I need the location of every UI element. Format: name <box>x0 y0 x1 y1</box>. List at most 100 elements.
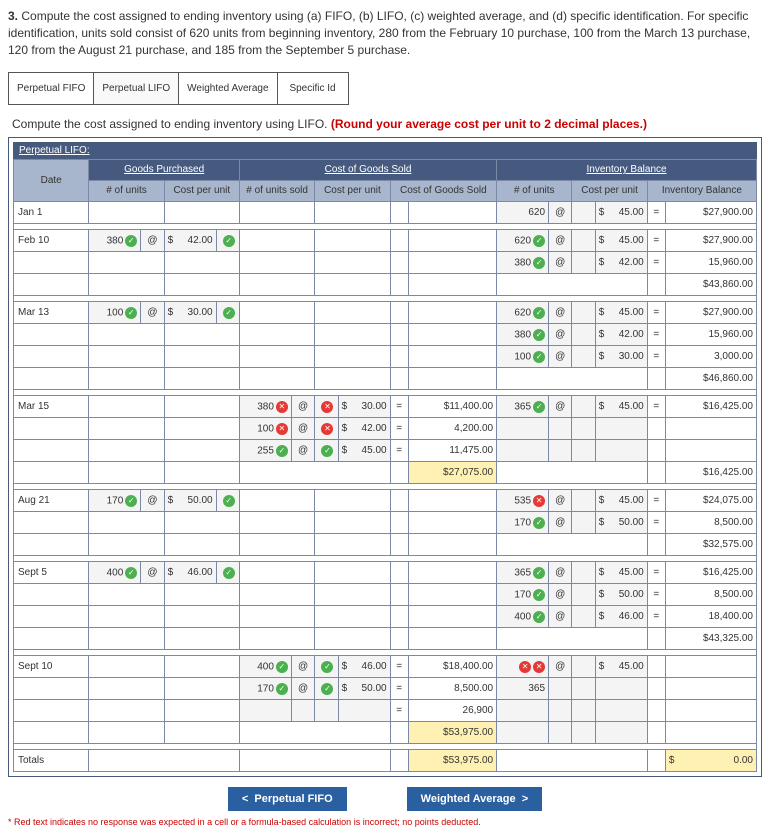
ib-cost[interactable]: $46.00 <box>595 606 647 628</box>
ib-units[interactable]: 620✓ <box>497 302 549 324</box>
ib-cost[interactable]: $45.00 <box>595 490 647 512</box>
cogs-units[interactable]: 380✕ <box>239 396 291 418</box>
at-icon: @ <box>549 324 572 346</box>
table-row: Aug 21170✓ @ $50.00 ✓535✕ @ $45.00 = $24… <box>14 490 757 512</box>
ib-total: 18,400.00 <box>665 606 756 628</box>
cogs-units[interactable] <box>239 700 291 722</box>
error-icon: ✕ <box>533 495 545 507</box>
table-row: 170✓ @ $50.00 = 8,500.00 <box>14 584 757 606</box>
cogs-total: $18,400.00 <box>408 656 496 678</box>
ib-units[interactable]: 170✓ <box>497 512 549 534</box>
table-row: $43,325.00 <box>14 628 757 650</box>
gp-cost[interactable]: $30.00 <box>164 302 216 324</box>
cogs-cost[interactable]: $46.00 <box>338 656 390 678</box>
ib-units[interactable]: 380✓ <box>497 252 549 274</box>
hdr-cogs-total: Cost of Goods Sold <box>390 181 497 202</box>
check-icon: ✓ <box>321 445 333 457</box>
at-icon: @ <box>549 584 572 606</box>
cogs-cost[interactable]: $42.00 <box>338 418 390 440</box>
date-cell: Mar 13 <box>14 302 89 324</box>
gp-cost[interactable]: $42.00 <box>164 230 216 252</box>
ib-total <box>665 700 756 722</box>
gp-units[interactable]: 170✓ <box>89 490 141 512</box>
prev-button[interactable]: < Perpetual FIFO <box>228 787 347 811</box>
ib-cost[interactable]: $45.00 <box>595 230 647 252</box>
ib-cost[interactable]: $30.00 <box>595 346 647 368</box>
hdr-ib-total: Inventory Balance <box>647 181 756 202</box>
ib-units[interactable]: 170✓ <box>497 584 549 606</box>
ib-cost[interactable]: $42.00 <box>595 324 647 346</box>
ib-total: $16,425.00 <box>665 396 756 418</box>
ib-units[interactable] <box>497 700 549 722</box>
cogs-cost[interactable]: $45.00 <box>338 440 390 462</box>
ib-units[interactable]: 535✕ <box>497 490 549 512</box>
hdr-goods-purchased: Goods Purchased <box>89 160 240 181</box>
at-icon: @ <box>141 490 164 512</box>
date-cell: Feb 10 <box>14 230 89 252</box>
check-icon: ✓ <box>533 611 545 623</box>
ib-cost[interactable]: $45.00 <box>595 396 647 418</box>
table-row: 255✓ @ ✓ $45.00 = 11,475.00 <box>14 440 757 462</box>
tab-specific[interactable]: Specific Id <box>278 73 348 104</box>
check-icon: ✓ <box>533 567 545 579</box>
gp-units[interactable]: 400✓ <box>89 562 141 584</box>
ib-total <box>665 656 756 678</box>
gp-cost[interactable]: $50.00 <box>164 490 216 512</box>
gp-units[interactable]: 100✓ <box>89 302 141 324</box>
ib-cost[interactable]: $45.00 <box>595 202 647 224</box>
ib-units[interactable] <box>497 418 549 440</box>
ib-cost[interactable]: $45.00 <box>595 302 647 324</box>
error-icon: ✕ <box>276 423 288 435</box>
check-icon: ✓ <box>533 351 545 363</box>
check-icon: ✓ <box>533 329 545 341</box>
cogs-cost[interactable]: $30.00 <box>338 396 390 418</box>
at-icon: ✕ <box>315 418 338 440</box>
ib-cost[interactable]: $50.00 <box>595 512 647 534</box>
ib-units[interactable] <box>497 440 549 462</box>
tab-fifo[interactable]: Perpetual FIFO <box>9 73 94 104</box>
at-icon: @ <box>549 562 572 584</box>
ib-units[interactable]: 365✓ <box>497 396 549 418</box>
ib-subtotal: $43,860.00 <box>665 274 756 296</box>
ib-total: 15,960.00 <box>665 324 756 346</box>
ib-cost[interactable]: $45.00 <box>595 656 647 678</box>
table-row: Sept 5400✓ @ $46.00 ✓365✓ @ $45.00 = $16… <box>14 562 757 584</box>
check-icon: ✓ <box>533 257 545 269</box>
error-icon: ✕ <box>321 423 333 435</box>
ib-units[interactable]: ✕✕ <box>497 656 549 678</box>
ib-units[interactable]: 400✓ <box>497 606 549 628</box>
next-button[interactable]: Weighted Average > <box>407 787 543 811</box>
gp-units[interactable]: 380✓ <box>89 230 141 252</box>
ib-cost[interactable]: $42.00 <box>595 252 647 274</box>
ib-units[interactable]: 380✓ <box>497 324 549 346</box>
cogs-units[interactable]: 100✕ <box>239 418 291 440</box>
cogs-units[interactable]: 255✓ <box>239 440 291 462</box>
ib-cost[interactable]: $45.00 <box>595 562 647 584</box>
cogs-units[interactable]: 170✓ <box>239 678 291 700</box>
ib-units[interactable] <box>497 722 549 744</box>
ib-total <box>665 678 756 700</box>
cogs-cost[interactable] <box>338 700 390 722</box>
cogs-cost[interactable]: $50.00 <box>338 678 390 700</box>
at-icon: @ <box>549 512 572 534</box>
check-icon: ✓ <box>533 307 545 319</box>
ib-cost[interactable]: $50.00 <box>595 584 647 606</box>
gp-cost[interactable]: $46.00 <box>164 562 216 584</box>
ib-units[interactable]: 100✓ <box>497 346 549 368</box>
ib-total: 15,960.00 <box>665 252 756 274</box>
ib-units[interactable]: 620✓ <box>497 230 549 252</box>
ib-cost[interactable] <box>595 440 647 462</box>
at-icon: ✓ <box>315 678 338 700</box>
ib-cost[interactable] <box>595 678 647 700</box>
ib-units[interactable]: 620 <box>497 202 549 224</box>
ib-cost[interactable] <box>595 418 647 440</box>
at-icon: @ <box>549 252 572 274</box>
ib-total: $16,425.00 <box>665 562 756 584</box>
ib-cost[interactable] <box>595 700 647 722</box>
ib-units[interactable]: 365 <box>497 678 549 700</box>
cogs-units[interactable]: 400✓ <box>239 656 291 678</box>
ib-units[interactable]: 365✓ <box>497 562 549 584</box>
tab-weighted[interactable]: Weighted Average <box>179 73 277 104</box>
ib-cost[interactable] <box>595 722 647 744</box>
tab-lifo[interactable]: Perpetual LIFO <box>94 73 179 104</box>
